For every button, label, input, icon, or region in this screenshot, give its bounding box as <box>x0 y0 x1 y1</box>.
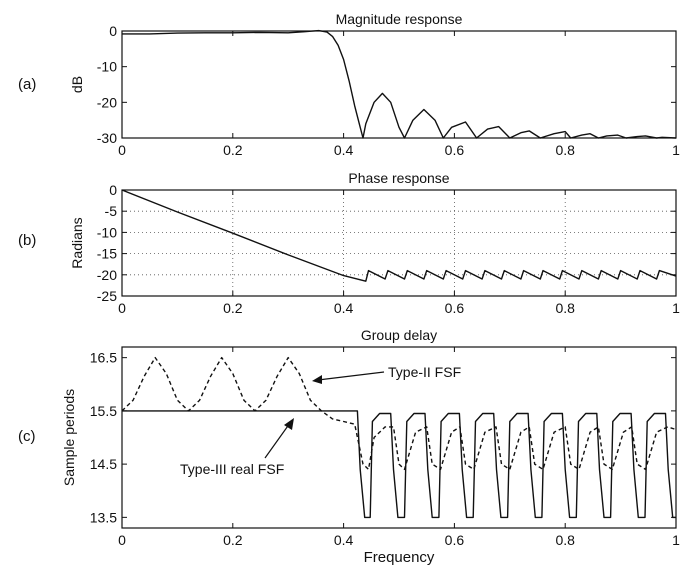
magnitude-xtick-label-5: 1 <box>672 142 680 158</box>
phase-ytick-label-1: -5 <box>105 203 118 219</box>
panel-tag-c: (c) <box>18 428 36 445</box>
phase-series-response-line <box>121 189 677 282</box>
group-delay-ytick-label-0: 16.5 <box>90 350 117 366</box>
annotation-type-iii-arrow <box>264 422 291 459</box>
phase-xtick-label-3: 0.6 <box>445 300 465 316</box>
magnitude-xtick-label-3: 0.6 <box>445 142 465 158</box>
phase-ytick-label-5: -25 <box>97 288 117 304</box>
group-delay-series-type-ii-fsf-line <box>121 356 677 471</box>
magnitude-title: Magnitude response <box>336 11 463 27</box>
magnitude-ytick-label-3: -30 <box>97 130 117 146</box>
phase-title: Phase response <box>348 170 449 186</box>
magnitude-ylabel: dB <box>69 76 85 93</box>
magnitude-xtick-label-0: 0 <box>118 142 126 158</box>
phase-ytick-label-3: -15 <box>97 246 117 262</box>
group-delay-ylabel: Sample periods <box>61 389 77 486</box>
annotation-type-ii-fsf: Type-II FSF <box>388 364 461 380</box>
phase-axes-frame <box>121 189 677 297</box>
magnitude-ytick-label-0: 0 <box>109 23 117 39</box>
annotation-type-ii-arrow <box>317 371 385 381</box>
phase-ytick-label-4: -20 <box>97 267 117 283</box>
magnitude-xtick-label-1: 0.2 <box>223 142 243 158</box>
group-delay-xtick-label-2: 0.4 <box>334 532 354 548</box>
group-delay-xtick-label-4: 0.8 <box>555 532 575 548</box>
group-delay-title: Group delay <box>361 327 437 343</box>
group-delay-xtick-label-0: 0 <box>118 532 126 548</box>
magnitude-ytick-label-1: -10 <box>97 59 117 75</box>
phase-xtick-label-1: 0.2 <box>223 300 243 316</box>
group-delay-axes-frame <box>121 346 677 529</box>
phase-xtick-label-0: 0 <box>118 300 126 316</box>
phase-ytick-label-2: -10 <box>97 224 117 240</box>
group-delay-xtick-label-5: 1 <box>672 532 680 548</box>
magnitude-axes-frame <box>121 30 677 139</box>
phase-xtick-label-4: 0.8 <box>555 300 575 316</box>
magnitude-xtick-label-4: 0.8 <box>555 142 575 158</box>
magnitude-xtick-label-2: 0.4 <box>334 142 354 158</box>
magnitude-series-response-line <box>122 29 677 139</box>
phase-xtick-label-2: 0.4 <box>334 300 354 316</box>
group-delay-series-type-iii-real-fsf-line <box>122 410 676 519</box>
panel-tag-b: (b) <box>18 232 37 249</box>
group-delay-ytick-label-1: 15.5 <box>90 403 117 419</box>
group-delay-ytick-label-2: 14.5 <box>90 456 117 472</box>
phase-ylabel: Radians <box>69 217 85 268</box>
magnitude-ytick-label-2: -20 <box>97 94 117 110</box>
group-delay-xlabel: Frequency <box>364 549 435 566</box>
group-delay-xtick-label-3: 0.6 <box>445 532 465 548</box>
annotation-type-iii-arrowhead <box>284 418 294 430</box>
group-delay-ytick-label-3: 13.5 <box>90 509 117 525</box>
group-delay-xtick-label-1: 0.2 <box>223 532 243 548</box>
phase-ytick-label-0: 0 <box>109 182 117 198</box>
annotation-type-iii-real-fsf: Type-III real FSF <box>180 461 284 477</box>
phase-xtick-label-5: 1 <box>672 300 680 316</box>
panel-tag-a: (a) <box>18 76 37 93</box>
annotation-type-ii-arrowhead <box>312 375 322 384</box>
